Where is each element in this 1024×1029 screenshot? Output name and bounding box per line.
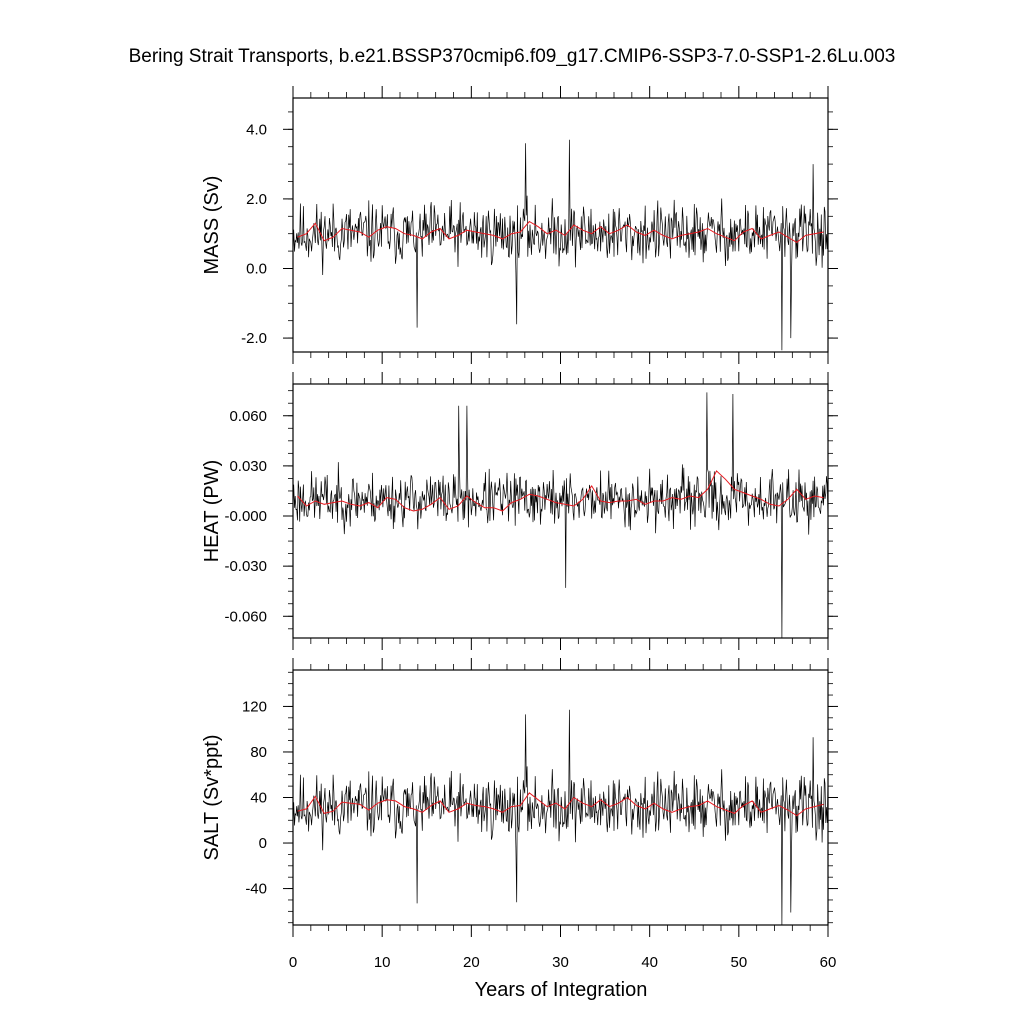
y-tick-label: 2.0 xyxy=(246,191,267,208)
chart-title: Bering Strait Transports, b.e21.BSSP370c… xyxy=(128,46,896,67)
y-axis-label: MASS (Sv) xyxy=(201,176,223,275)
x-tick-label: 0 xyxy=(289,954,297,971)
x-tick-label: 50 xyxy=(730,954,747,971)
annual-mean-line xyxy=(297,220,824,244)
y-tick-label: -2.0 xyxy=(241,330,267,347)
y-tick-label: -0.060 xyxy=(224,608,267,625)
annual-mean-line xyxy=(297,470,824,512)
monthly-series-line xyxy=(292,709,829,926)
y-tick-label: 120 xyxy=(242,698,267,715)
y-tick-label: 0.030 xyxy=(229,458,267,475)
x-tick-label: 30 xyxy=(552,954,569,971)
monthly-series-line xyxy=(292,139,829,351)
x-tick-label: 10 xyxy=(374,954,391,971)
y-tick-label: 0.0 xyxy=(246,260,267,277)
x-tick-label: 60 xyxy=(820,954,837,971)
y-tick-label: -0.000 xyxy=(224,508,267,525)
y-tick-label: 4.0 xyxy=(246,121,267,138)
y-tick-label: 0.060 xyxy=(229,408,267,425)
x-tick-label: 40 xyxy=(641,954,658,971)
y-axis-label: SALT (Sv*ppt) xyxy=(201,735,223,861)
y-tick-label: 40 xyxy=(250,790,267,807)
monthly-series-line xyxy=(292,392,829,639)
x-tick-label: 20 xyxy=(463,954,480,971)
annual-mean-line xyxy=(297,792,824,817)
y-axis-label: HEAT (PW) xyxy=(201,460,223,563)
y-tick-label: 0 xyxy=(259,835,267,852)
x-axis-label: Years of Integration xyxy=(475,979,648,1001)
y-tick-label: -0.030 xyxy=(224,558,267,575)
y-tick-label: 80 xyxy=(250,744,267,761)
y-tick-label: -40 xyxy=(245,881,267,898)
